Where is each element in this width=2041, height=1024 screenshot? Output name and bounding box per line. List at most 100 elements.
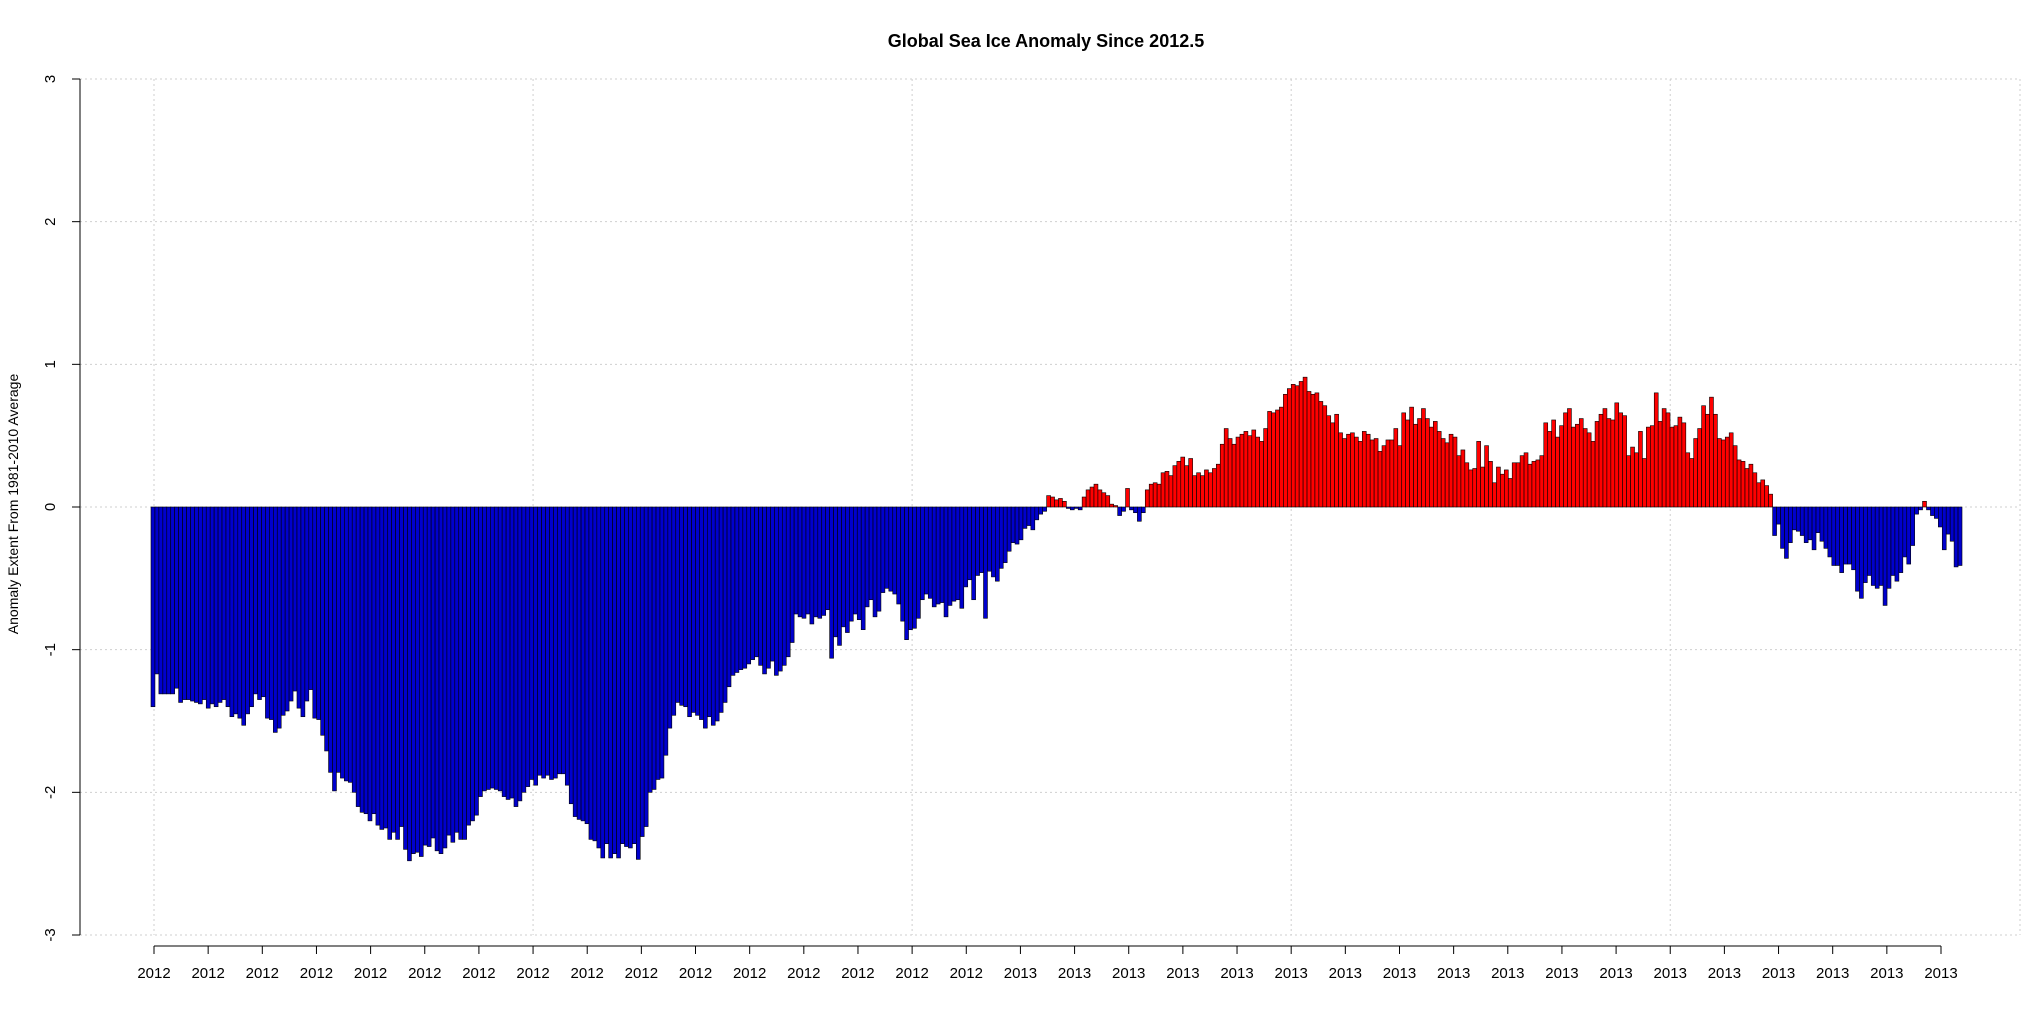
bars [150,376,1963,862]
axes: 3 2 1 0 -1 -2 -3 2012 2012 2012 2012 2012 2012 2012 20… [42,75,1958,982]
bar [292,506,298,692]
bar [1093,483,1099,508]
x-tick-label: 2012 [625,965,658,982]
bar [1650,425,1655,508]
bar [344,506,349,782]
bar [415,506,420,853]
bar [624,506,629,847]
bar [699,506,704,720]
bar [1042,506,1047,512]
bar [904,506,909,640]
bar [1847,506,1852,565]
bar [959,506,965,609]
bar [1444,442,1450,508]
bar [241,506,247,726]
bar [1492,482,1497,508]
x-tick-label: 2013 [1220,965,1253,982]
bar [438,506,444,854]
bar [856,506,862,621]
bar [174,506,179,689]
x-tick-label: 2013 [1924,965,1957,982]
bar [269,506,274,720]
bar [1780,506,1785,549]
bar [1772,506,1777,536]
bar [1050,496,1055,508]
bar [1322,405,1328,508]
bar [564,506,570,786]
bar [845,506,850,633]
bar [1736,459,1742,508]
bar [1129,506,1134,511]
bar [1867,506,1872,576]
bar [1484,445,1489,508]
bar [1361,431,1367,508]
bar [1144,489,1150,508]
bar [588,506,594,840]
bar [695,506,700,716]
bar [430,506,436,839]
bar [1243,431,1249,508]
bar [868,506,874,601]
bar [1890,506,1896,576]
bar [190,506,195,702]
bar [1464,462,1470,508]
bar [991,506,996,578]
bar [1026,506,1032,526]
bar [987,506,992,572]
bar [746,506,752,665]
bar [785,506,791,658]
bar [742,506,748,669]
bar [1630,446,1635,508]
bar [1756,482,1762,508]
bar [943,506,949,618]
x-tick-label: 2012 [841,965,874,982]
bar [612,506,617,854]
bar [395,506,400,840]
bar [1500,473,1505,508]
bar [1235,436,1241,508]
bar [1425,418,1430,508]
x-tick-label: 2013 [1762,965,1795,982]
bar [1346,433,1351,508]
bar [158,506,164,695]
bar [1018,506,1024,541]
bar [1231,443,1237,508]
bar [1677,416,1683,508]
bar [1097,489,1103,508]
bar [774,506,779,676]
bar [821,506,826,616]
bar [497,506,503,792]
bar [1906,506,1912,565]
bar [951,506,957,602]
bar [1105,495,1111,508]
bar [841,506,846,628]
bar [707,506,712,718]
bar [284,506,290,712]
bar [198,506,203,705]
bar [1358,441,1363,508]
bar [1085,489,1091,508]
x-tick-label: 2012 [895,965,928,982]
bar [675,506,681,703]
bar [659,506,665,779]
bar [1527,463,1533,508]
bar [1642,458,1647,508]
bar [1460,449,1466,508]
bar [1823,506,1829,549]
bar [1302,376,1308,508]
bar [912,506,917,629]
bar [1377,451,1383,508]
bar [651,506,657,790]
bar [553,506,558,779]
bar [1393,428,1399,508]
x-tick-label: 2013 [1274,965,1307,982]
bar [418,506,424,857]
bar [513,506,519,807]
bar [1283,393,1288,508]
bar [154,506,160,675]
bar [1622,415,1627,508]
bar [1618,412,1623,508]
bar [1354,436,1359,508]
bar [635,506,641,860]
bar [1665,412,1671,508]
